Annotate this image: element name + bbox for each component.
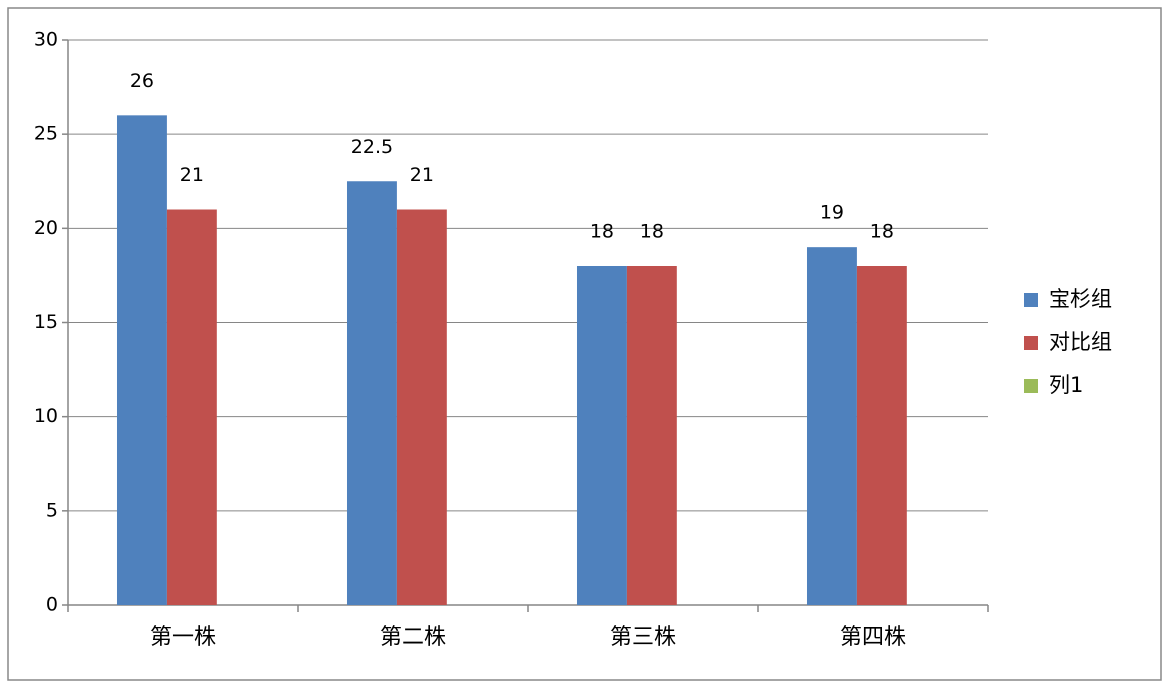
y-tick-label: 10 <box>34 405 58 427</box>
data-label: 21 <box>410 164 434 186</box>
legend-swatch <box>1024 379 1038 393</box>
bar <box>626 266 677 605</box>
data-label: 18 <box>640 221 664 243</box>
y-tick-label: 5 <box>46 499 58 521</box>
y-tick-label: 30 <box>34 29 58 51</box>
data-label: 18 <box>870 221 894 243</box>
bar <box>576 266 627 605</box>
bar <box>346 181 397 605</box>
bar <box>116 115 167 605</box>
x-tick-label: 第三株 <box>610 625 676 650</box>
y-tick-label: 20 <box>34 217 58 239</box>
data-label: 21 <box>180 164 204 186</box>
bar <box>806 247 857 605</box>
x-tick-label: 第一株 <box>150 625 216 650</box>
data-label: 22.5 <box>351 136 393 158</box>
legend-swatch <box>1024 336 1038 350</box>
bar <box>396 209 447 605</box>
legend-label: 宝杉组 <box>1049 287 1112 311</box>
bar <box>856 266 907 605</box>
data-label: 18 <box>590 221 614 243</box>
legend-swatch <box>1024 293 1038 307</box>
data-label: 26 <box>130 70 154 92</box>
x-tick-label: 第四株 <box>840 625 906 650</box>
legend-label: 对比组 <box>1049 330 1112 354</box>
y-tick-label: 25 <box>34 123 58 145</box>
y-tick-label: 15 <box>34 311 58 333</box>
legend-label: 列1 <box>1049 373 1083 397</box>
x-tick-label: 第二株 <box>380 625 446 650</box>
bar <box>166 209 217 605</box>
data-label: 19 <box>820 202 844 224</box>
y-tick-label: 0 <box>46 594 58 616</box>
